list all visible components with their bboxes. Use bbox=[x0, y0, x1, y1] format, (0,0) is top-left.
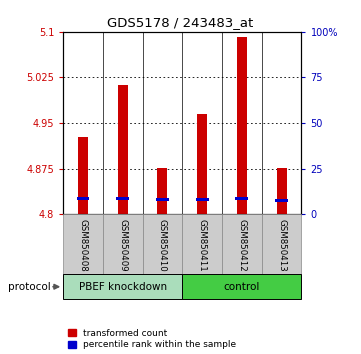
Bar bbox=[116, 197, 129, 200]
Text: GSM850411: GSM850411 bbox=[198, 219, 206, 272]
Bar bbox=[63, 274, 182, 299]
Bar bbox=[157, 168, 168, 214]
Bar bbox=[277, 168, 287, 214]
Bar bbox=[182, 274, 301, 299]
Text: GSM850413: GSM850413 bbox=[277, 219, 286, 272]
Text: GDS5178 / 243483_at: GDS5178 / 243483_at bbox=[107, 16, 254, 29]
Bar bbox=[262, 214, 301, 274]
Bar bbox=[237, 37, 247, 214]
Bar bbox=[235, 197, 248, 200]
Text: control: control bbox=[224, 282, 260, 292]
Bar bbox=[63, 214, 103, 274]
Bar bbox=[197, 114, 207, 214]
Bar bbox=[78, 137, 88, 214]
Bar bbox=[118, 85, 128, 214]
Text: GSM850409: GSM850409 bbox=[118, 219, 127, 272]
Bar bbox=[275, 199, 288, 202]
Bar bbox=[182, 214, 222, 274]
Text: protocol: protocol bbox=[8, 282, 51, 292]
Bar bbox=[222, 214, 262, 274]
Bar bbox=[77, 197, 90, 200]
Text: GSM850410: GSM850410 bbox=[158, 219, 167, 272]
Text: GSM850412: GSM850412 bbox=[238, 219, 246, 272]
Text: PBEF knockdown: PBEF knockdown bbox=[79, 282, 167, 292]
Bar bbox=[143, 214, 182, 274]
Bar bbox=[196, 198, 209, 201]
Bar bbox=[156, 198, 169, 201]
Legend: transformed count, percentile rank within the sample: transformed count, percentile rank withi… bbox=[68, 329, 236, 349]
Bar bbox=[103, 214, 143, 274]
Text: GSM850408: GSM850408 bbox=[79, 219, 87, 272]
